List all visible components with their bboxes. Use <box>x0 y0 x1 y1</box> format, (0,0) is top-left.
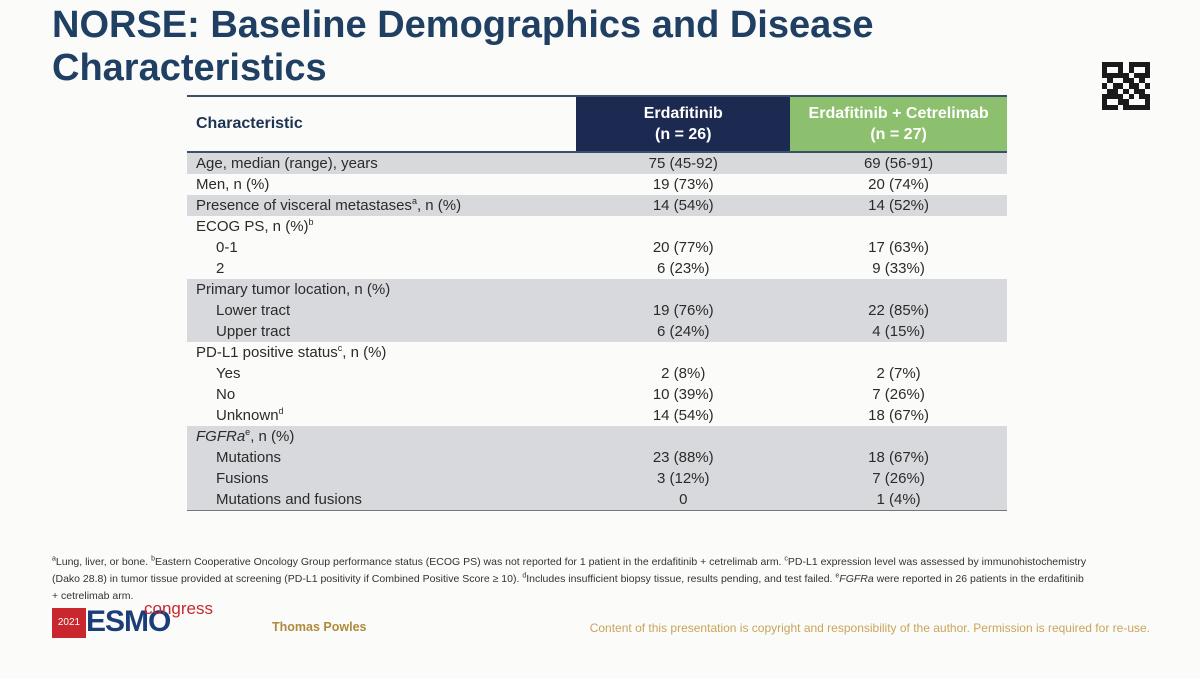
cell-erdafitinib: 6 (23%) <box>656 260 710 277</box>
esmo-congress-logo: 2021 ESMO congress <box>52 599 213 639</box>
copyright-notice: Content of this presentation is copyrigh… <box>589 621 1150 635</box>
footnote-e-italic: FGFRa <box>839 573 874 585</box>
table-header-row: Characteristic Erdafitinib (n = 26) Erda… <box>187 95 1007 153</box>
cell-erdafitinib: 75 (45-92) <box>648 155 718 172</box>
table-group-pdl1: PD-L1 positive statusc, n (%) Yes No Unk… <box>187 342 1007 426</box>
cell-combination: 20 (74%) <box>868 176 929 193</box>
row-label: Men, n (%) <box>196 176 270 193</box>
cell-combination: 18 (67%) <box>868 407 929 424</box>
cell-erdafitinib: 10 (39%) <box>652 386 714 403</box>
subrow-label: Fusions <box>216 470 269 487</box>
footnote-a: Lung, liver, or bone. <box>55 556 152 568</box>
presenter-name: Thomas Powles <box>272 620 367 634</box>
cell-erdafitinib: 6 (24%) <box>656 323 710 340</box>
subrow-label: Yes <box>216 365 241 382</box>
cell-erdafitinib: 14 (54%) <box>652 197 714 214</box>
subrow-label: 2 <box>216 260 225 277</box>
footnote-mark: b <box>151 555 155 563</box>
footnote-mark: e <box>835 572 840 580</box>
footnote-ref: e <box>245 427 251 437</box>
cell-combination: 4 (15%) <box>872 323 925 340</box>
logo-congress: congress <box>144 599 213 618</box>
group-label: ECOG PS, n (%)b <box>196 216 576 237</box>
row-label: Age, median (range), years <box>196 155 378 172</box>
group-label: PD-L1 positive statusc, n (%) <box>196 342 576 363</box>
cell-erdafitinib: 19 (73%) <box>652 176 714 193</box>
cell-erdafitinib: 20 (77%) <box>652 239 714 256</box>
footnote-mark: d <box>522 572 527 580</box>
footnotes: aLung, liver, or bone. bEastern Cooperat… <box>52 554 1092 605</box>
header-combination: Erdafitinib + Cetrelimab (n = 27) <box>790 95 1007 153</box>
group-label-text: ECOG PS, n (%) <box>196 218 309 235</box>
cell-erdafitinib: 14 (54%) <box>652 407 714 424</box>
footnote-ref: b <box>308 217 314 227</box>
cell-erdafitinib: 19 (76%) <box>652 302 714 319</box>
cell-combination: 69 (56-91) <box>863 155 934 172</box>
header-combination-n: (n = 27) <box>870 126 927 143</box>
header-erdafitinib-n: (n = 26) <box>655 126 712 143</box>
footnote-mark: a <box>52 555 56 563</box>
subrow-label-text: Unknown <box>216 407 279 424</box>
group-label: FGFRae, n (%) <box>196 426 576 447</box>
cell-combination: 17 (63%) <box>868 239 929 256</box>
header-characteristic: Characteristic <box>187 95 577 153</box>
cell-combination: 18 (67%) <box>868 449 929 466</box>
slide-title: NORSE: Baseline Demographics and Disease… <box>52 4 1052 90</box>
subrow-label: Unknownd <box>196 405 576 426</box>
cell-combination: 2 (7%) <box>876 365 921 382</box>
cell-erdafitinib: 3 (12%) <box>656 470 710 487</box>
group-label-suffix: , n (%) <box>342 344 387 361</box>
header-erdafitinib-name: Erdafitinib <box>643 105 723 122</box>
cell-erdafitinib: 0 <box>679 491 688 508</box>
row-label: Presence of visceral metastasesa, n (%) <box>196 195 576 216</box>
cell-combination: 9 (33%) <box>872 260 925 277</box>
footnote-mark: c <box>784 555 788 563</box>
header-erdafitinib: Erdafitinib (n = 26) <box>576 95 791 153</box>
demographics-table: Characteristic Erdafitinib (n = 26) Erda… <box>187 95 1007 511</box>
table-row-men: Men, n (%) 19 (73%) 20 (74%) <box>187 174 1007 195</box>
subrow-label: 0-1 <box>216 239 238 256</box>
logo-name: ESMO <box>86 605 171 638</box>
footnote-d: Includes insufficient biopsy tissue, res… <box>526 573 836 585</box>
table-group-tumor: Primary tumor location, n (%) Lower trac… <box>187 279 1007 342</box>
slide-title-line-2: Characteristics <box>52 47 327 89</box>
logo-year: 2021 <box>52 608 86 638</box>
subrow-label: Mutations <box>216 449 282 466</box>
footnote-ref: d <box>278 406 284 416</box>
footnote-b: Eastern Cooperative Oncology Group perfo… <box>154 556 785 568</box>
table-row-age: Age, median (range), years 75 (45-92) 69… <box>187 152 1007 174</box>
row-label-text: Presence of visceral metastases <box>196 197 412 214</box>
footnote-c: PD-L1 expression level was assessed by i… <box>52 556 1087 585</box>
group-label-text: PD-L1 positive status <box>196 344 338 361</box>
group-label-text: FGFRa <box>196 428 246 445</box>
cell-combination: 7 (26%) <box>872 470 925 487</box>
footnote-e: were reported in 26 patients in the erda… <box>52 573 1084 602</box>
subrow-label: Lower tract <box>216 302 291 319</box>
footnote-ref: c <box>337 343 343 353</box>
cell-combination: 14 (52%) <box>868 197 929 214</box>
header-combination-name: Erdafitinib + Cetrelimab <box>808 105 989 122</box>
footnote-ref: a <box>411 196 417 206</box>
table-row-visceral: Presence of visceral metastasesa, n (%) … <box>187 195 1007 216</box>
cell-erdafitinib: 23 (88%) <box>652 449 714 466</box>
cell-erdafitinib: 2 (8%) <box>661 365 706 382</box>
subrow-label: Mutations and fusions <box>216 491 362 508</box>
table-group-fgfr: FGFRae, n (%) Mutations Fusions Mutation… <box>187 426 1007 511</box>
table-group-ecog: ECOG PS, n (%)b 0-1 2 20 (77%) 6 (23%) 1… <box>187 216 1007 279</box>
subrow-label: No <box>216 386 236 403</box>
group-label-suffix: , n (%) <box>250 428 295 445</box>
qr-code-icon <box>1102 62 1150 110</box>
subrow-label: Upper tract <box>216 323 291 340</box>
cell-combination: 22 (85%) <box>868 302 929 319</box>
cell-combination: 7 (26%) <box>872 386 925 403</box>
group-label: Primary tumor location, n (%) <box>196 281 391 298</box>
slide-title-line-1: NORSE: Baseline Demographics and Disease <box>52 4 874 46</box>
row-label-suffix: , n (%) <box>416 197 462 214</box>
cell-combination: 1 (4%) <box>876 491 921 508</box>
